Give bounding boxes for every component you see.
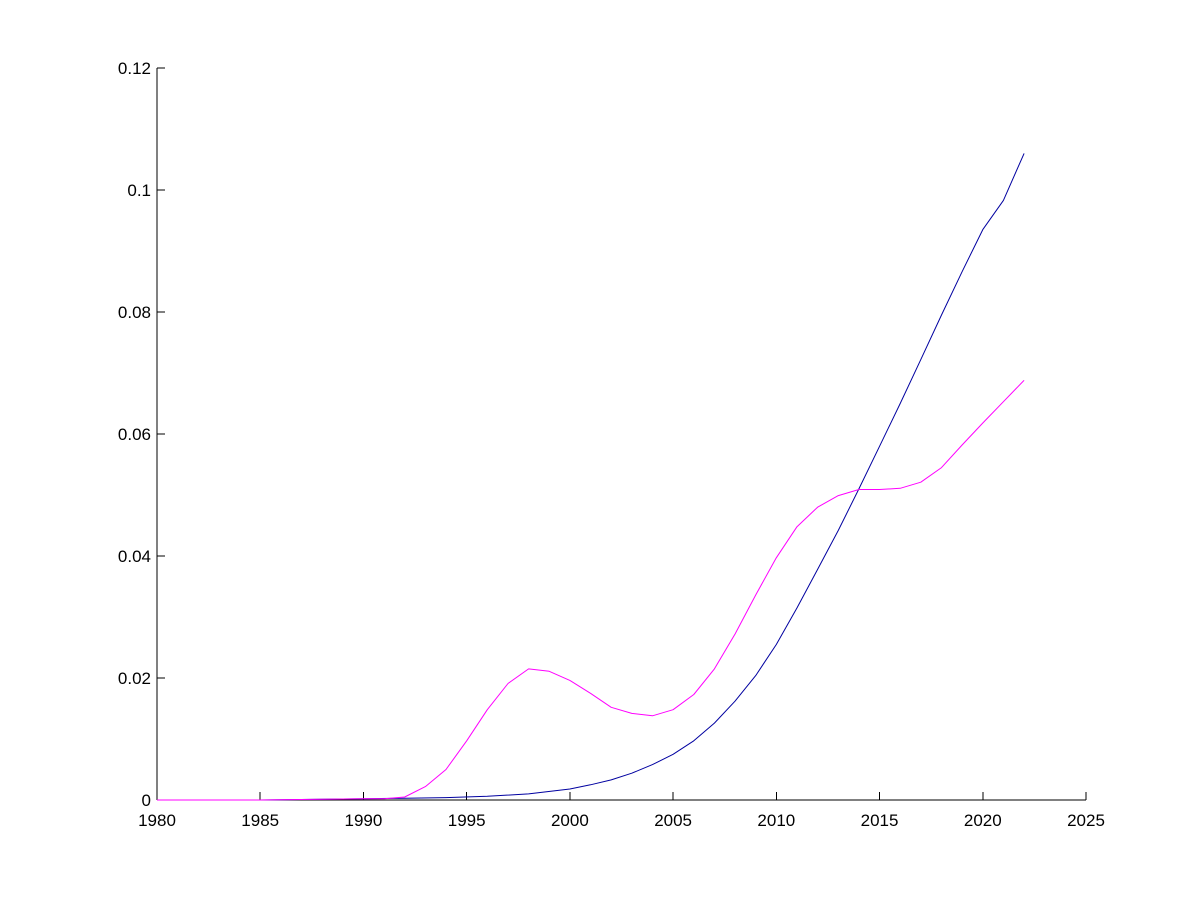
- x-tick-label: 1985: [241, 811, 279, 830]
- y-tick-label: 0: [142, 791, 151, 810]
- x-tick-label: 2020: [964, 811, 1002, 830]
- x-tick-label: 2010: [757, 811, 795, 830]
- x-tick-label: 1980: [138, 811, 176, 830]
- x-tick-label: 1995: [448, 811, 486, 830]
- y-tick-label: 0.08: [118, 303, 151, 322]
- series-line-2: [157, 380, 1024, 800]
- x-tick-label: 2000: [551, 811, 589, 830]
- y-tick-label: 0.06: [118, 425, 151, 444]
- y-tick-label: 0.04: [118, 547, 151, 566]
- x-tick-label: 2025: [1067, 811, 1105, 830]
- series-layer: [157, 153, 1024, 800]
- y-tick-label: 0.12: [118, 59, 151, 78]
- series-line-1: [157, 153, 1024, 800]
- y-tick-label: 0.1: [127, 181, 151, 200]
- x-tick-label: 1990: [345, 811, 383, 830]
- y-tick-label: 0.02: [118, 669, 151, 688]
- axes: 1980 1985 1990 1995 2000 2005 2010 2015 2020 2025…: [118, 59, 1105, 830]
- x-tick-label: 2005: [654, 811, 692, 830]
- x-tick-label: 2015: [861, 811, 899, 830]
